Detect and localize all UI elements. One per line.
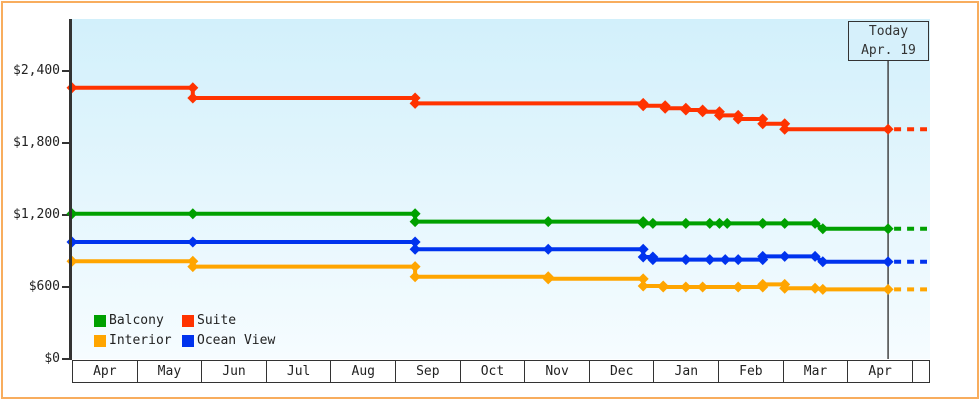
data-point-marker bbox=[637, 217, 649, 229]
legend-label-balcony: Balcony bbox=[109, 313, 164, 328]
data-point-marker bbox=[409, 243, 421, 255]
data-point-marker bbox=[680, 104, 692, 116]
data-point-marker bbox=[409, 271, 421, 283]
data-point-marker bbox=[637, 251, 649, 263]
x-axis-month-label: Aug bbox=[331, 361, 397, 382]
x-axis-month-label: Mar bbox=[784, 361, 849, 382]
today-marker-box: Today Apr. 19 bbox=[848, 21, 929, 61]
data-point-marker bbox=[757, 250, 769, 262]
data-point-marker bbox=[637, 273, 649, 285]
data-point-marker bbox=[680, 217, 692, 229]
data-point-marker bbox=[779, 282, 791, 294]
data-point-marker bbox=[757, 217, 769, 229]
x-axis-month-label: May bbox=[138, 361, 203, 382]
today-date: Apr. 19 bbox=[861, 43, 916, 58]
data-point-marker bbox=[657, 281, 669, 293]
data-point-marker bbox=[779, 250, 791, 262]
ocean-view-color-swatch-icon bbox=[182, 334, 194, 347]
data-point-marker bbox=[409, 97, 421, 109]
data-point-marker bbox=[409, 216, 421, 228]
data-point-marker bbox=[732, 281, 744, 293]
data-point-marker bbox=[187, 92, 199, 104]
data-point-marker bbox=[719, 254, 731, 266]
data-point-marker bbox=[757, 278, 769, 290]
legend-label-ocean-view: Ocean View bbox=[197, 333, 276, 348]
x-axis-month-label: Feb bbox=[719, 361, 784, 382]
x-axis-month-label: Apr bbox=[848, 361, 913, 382]
data-point-marker bbox=[542, 216, 554, 228]
data-point-marker bbox=[732, 113, 744, 125]
data-point-marker bbox=[817, 256, 829, 268]
legend-label-interior: Interior bbox=[109, 333, 172, 348]
data-point-marker bbox=[647, 217, 659, 229]
data-point-marker bbox=[542, 273, 554, 285]
x-axis-month-label: Nov bbox=[525, 361, 590, 382]
x-axis-month-label: Jul bbox=[267, 361, 332, 382]
x-axis-month-label: Jan bbox=[654, 361, 720, 382]
data-point-marker bbox=[187, 236, 199, 248]
data-point-marker bbox=[779, 217, 791, 229]
data-point-marker bbox=[187, 261, 199, 273]
data-point-marker bbox=[757, 118, 769, 130]
data-point-marker bbox=[882, 283, 894, 295]
data-point-marker bbox=[680, 254, 692, 266]
data-point-marker bbox=[817, 223, 829, 235]
data-point-marker bbox=[713, 109, 725, 121]
data-point-marker bbox=[882, 123, 894, 135]
x-axis-month-label: Dec bbox=[590, 361, 655, 382]
data-point-marker bbox=[882, 256, 894, 268]
data-point-marker bbox=[187, 82, 199, 94]
y-axis-tick-label: $0 bbox=[44, 351, 60, 366]
suite-color-swatch-icon bbox=[182, 314, 194, 327]
x-axis-month-label: Jun bbox=[202, 361, 267, 382]
balcony-color-swatch-icon bbox=[94, 314, 106, 327]
data-point-marker bbox=[779, 123, 791, 135]
data-point-marker bbox=[704, 217, 716, 229]
data-point-marker bbox=[809, 250, 821, 262]
data-point-marker bbox=[882, 223, 894, 235]
x-axis-month-band: Apr May Jun Jul Aug Sep Oct Nov Dec Jan Feb Mar Apr bbox=[72, 360, 930, 383]
x-axis-month-label: Oct bbox=[461, 361, 526, 382]
data-point-marker bbox=[713, 217, 725, 229]
data-point-marker bbox=[637, 280, 649, 292]
data-point-marker bbox=[647, 254, 659, 266]
x-axis-month-label: Sep bbox=[396, 361, 461, 382]
data-point-marker bbox=[721, 217, 733, 229]
data-point-marker bbox=[187, 208, 199, 220]
y-axis-tick-label: $1,800 bbox=[13, 135, 60, 150]
data-point-marker bbox=[680, 281, 692, 293]
y-axis-tick-label: $600 bbox=[28, 279, 60, 294]
data-point-marker bbox=[697, 106, 709, 118]
y-axis-tick-label: $2,400 bbox=[13, 63, 60, 78]
data-point-marker bbox=[809, 282, 821, 294]
data-point-marker bbox=[637, 100, 649, 112]
legend-item-interior: Interior bbox=[94, 333, 172, 348]
legend-item-suite: Suite bbox=[182, 313, 236, 328]
data-point-marker bbox=[409, 261, 421, 273]
data-point-marker bbox=[637, 243, 649, 255]
interior-color-swatch-icon bbox=[94, 334, 106, 347]
plot-background bbox=[72, 19, 930, 359]
data-point-marker bbox=[409, 236, 421, 248]
data-point-marker bbox=[542, 243, 554, 255]
data-point-marker bbox=[809, 217, 821, 229]
data-point-marker bbox=[659, 102, 671, 114]
data-point-marker bbox=[697, 281, 709, 293]
x-axis-month-label: Apr bbox=[73, 361, 138, 382]
legend-item-balcony: Balcony bbox=[94, 313, 164, 328]
legend-item-ocean-view: Ocean View bbox=[182, 333, 275, 348]
today-label: Today bbox=[868, 24, 909, 39]
y-axis-tick-label: $1,200 bbox=[13, 207, 60, 222]
data-point-marker bbox=[409, 208, 421, 220]
data-point-marker bbox=[817, 283, 829, 295]
data-point-marker bbox=[704, 254, 716, 266]
data-point-marker bbox=[732, 254, 744, 266]
legend-label-suite: Suite bbox=[197, 313, 237, 328]
